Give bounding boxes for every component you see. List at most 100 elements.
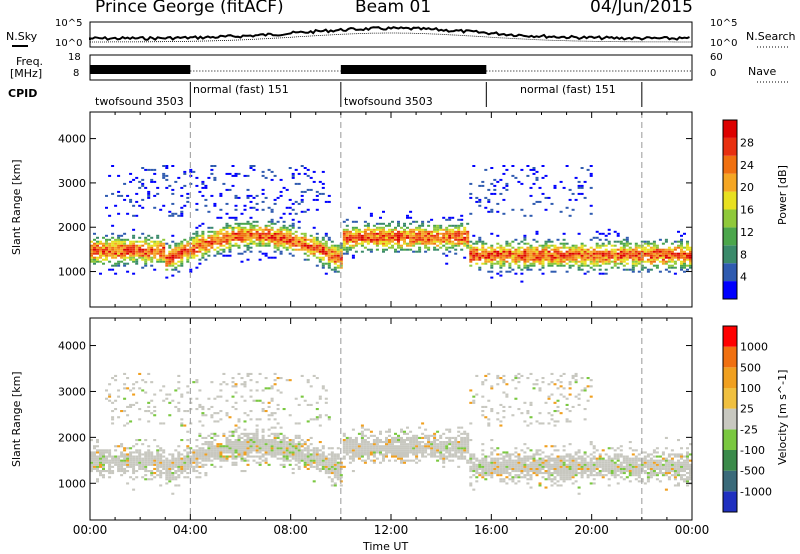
range-cell [201, 436, 205, 439]
range-cell [360, 426, 364, 429]
range-cell [661, 254, 665, 257]
range-cell [159, 484, 163, 487]
range-cell [526, 268, 530, 271]
range-cell [592, 447, 596, 450]
range-cell [565, 470, 569, 473]
range-cell [683, 252, 686, 255]
range-cell [523, 461, 527, 464]
range-cell [186, 476, 190, 479]
range-cell [258, 226, 262, 229]
range-cell [622, 258, 626, 261]
range-cell [478, 463, 482, 466]
range-cell [183, 252, 187, 255]
range-cell [93, 252, 96, 255]
range-cell [571, 455, 575, 458]
range-cell [147, 248, 151, 251]
range-cell [577, 256, 581, 259]
range-cell [279, 226, 283, 229]
range-cell [102, 451, 105, 454]
range-cell [270, 441, 274, 444]
range-cell [511, 379, 515, 382]
range-cell [225, 232, 229, 235]
range-cell [532, 387, 536, 390]
range-cell [183, 424, 187, 427]
range-cell [565, 242, 569, 245]
range-cell [177, 242, 181, 245]
range-cell [132, 451, 136, 454]
range-cell [333, 266, 337, 269]
range-cell [183, 457, 187, 460]
range-cell [613, 262, 617, 265]
range-cell [348, 234, 352, 237]
range-cell [267, 238, 271, 241]
range-cell [156, 258, 160, 261]
range-cell [315, 244, 319, 247]
range-cell [198, 389, 202, 392]
range-cell [336, 250, 340, 253]
range-cell [460, 441, 464, 444]
range-cell [677, 246, 680, 249]
range-cell [363, 230, 367, 233]
range-cell [400, 226, 403, 229]
range-cell [421, 441, 425, 444]
range-cell [451, 449, 455, 452]
range-cell [219, 451, 223, 454]
range-cell [400, 236, 403, 239]
range-cell [336, 252, 340, 255]
range-cell [228, 226, 232, 229]
range-cell [318, 455, 322, 458]
range-cell [336, 476, 340, 479]
range-cell [153, 206, 157, 209]
range-cell [150, 455, 154, 458]
range-cell [261, 434, 265, 437]
range-cell [610, 467, 614, 470]
range-cell [198, 242, 202, 245]
range-cell [598, 250, 602, 253]
range-cell [234, 218, 238, 221]
range-cell [454, 455, 458, 458]
range-cell [490, 459, 494, 462]
range-cell [529, 256, 533, 259]
range-cell [210, 455, 214, 458]
range-cell [502, 186, 506, 189]
range-cell [433, 242, 437, 245]
range-cell [689, 266, 692, 269]
range-cell [592, 470, 596, 473]
range-cell [430, 441, 434, 444]
cpid-segment: twofsound 3503 [95, 95, 184, 108]
range-cell [556, 399, 560, 402]
range-cell [216, 238, 220, 241]
range-cell [556, 246, 560, 249]
range-cell [451, 242, 455, 245]
range-cell [261, 234, 265, 237]
range-cell [574, 465, 578, 468]
range-cell [517, 260, 521, 263]
range-cell [327, 246, 331, 249]
range-cell [601, 262, 605, 265]
range-cell [661, 256, 665, 259]
range-cell [532, 472, 536, 475]
range-cell [129, 256, 133, 259]
range-cell [246, 372, 250, 375]
range-cell [391, 445, 394, 448]
range-cell [282, 439, 286, 442]
range-cell [192, 250, 196, 253]
range-cell [400, 430, 403, 433]
range-cell [535, 232, 539, 235]
range-cell [345, 447, 349, 450]
range-cell [321, 445, 325, 448]
range-cell [631, 254, 635, 257]
range-cell [619, 262, 623, 265]
range-cell [424, 236, 428, 239]
range-cell [439, 441, 443, 444]
range-cell [309, 436, 313, 439]
range-cell [135, 176, 139, 179]
range-cell [276, 447, 280, 450]
range-cell [571, 377, 575, 380]
range-cell [619, 252, 623, 255]
range-cell [481, 252, 485, 255]
range-cell [240, 449, 244, 452]
range-cell [222, 228, 226, 231]
range-cell [493, 463, 497, 466]
range-cell [135, 457, 139, 460]
